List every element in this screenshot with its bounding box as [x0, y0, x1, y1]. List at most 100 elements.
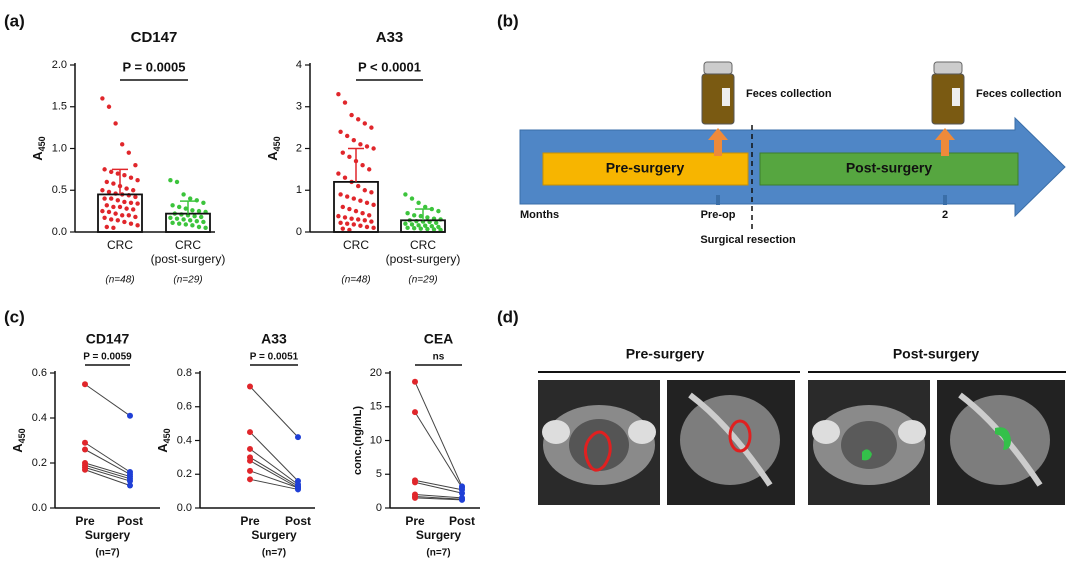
data-point — [364, 200, 370, 205]
data-point — [135, 178, 140, 183]
data-point — [128, 175, 134, 180]
data-point — [190, 223, 195, 228]
data-point — [459, 490, 465, 497]
y-tick-label: 0.4 — [32, 412, 47, 424]
data-point — [429, 206, 434, 212]
data-point — [120, 142, 125, 147]
group-label: Post-surgery — [893, 346, 980, 362]
data-point — [102, 215, 107, 221]
data-point — [126, 150, 131, 155]
data-point — [371, 225, 376, 231]
data-point — [358, 142, 363, 147]
data-point — [364, 224, 370, 230]
x-tick-label: Pre — [240, 514, 260, 528]
data-point — [336, 171, 341, 176]
data-point — [131, 207, 136, 212]
data-point — [111, 204, 116, 210]
data-point — [196, 224, 202, 230]
pair-line — [249, 470, 299, 489]
timeline-label: Months — [520, 209, 559, 221]
data-point — [133, 163, 138, 168]
y-tick-label: 15 — [370, 401, 382, 413]
time-tick — [716, 195, 720, 205]
data-point — [181, 217, 186, 222]
data-point — [340, 226, 345, 231]
data-point — [412, 409, 418, 416]
data-point — [190, 208, 195, 213]
pair-line — [249, 478, 299, 490]
panel-label: (c) — [4, 307, 25, 326]
data-point — [360, 163, 365, 168]
chart-title: CEA — [424, 331, 454, 347]
y-axis-label-sub: 450 — [272, 136, 282, 151]
data-point — [412, 494, 418, 501]
mri-panel: Pre-surgery Post-surgery — [538, 346, 1066, 505]
data-point — [434, 220, 439, 226]
y-axis-label-sub: 450 — [17, 428, 27, 443]
p-value: P = 0.0059 — [83, 352, 132, 363]
x-axis-label: Surgery — [416, 528, 462, 542]
data-point — [104, 203, 110, 208]
panel-label: (b) — [497, 11, 519, 30]
pair-line — [249, 456, 299, 487]
data-point — [349, 216, 354, 221]
data-point — [247, 476, 253, 483]
data-point — [122, 173, 127, 178]
y-tick-label: 0 — [376, 502, 382, 514]
data-point — [342, 175, 348, 180]
data-point — [247, 429, 253, 436]
data-point — [351, 222, 356, 227]
pair-line — [84, 469, 131, 486]
mri-image — [538, 380, 660, 505]
data-point — [338, 129, 343, 134]
y-tick-label: 0.0 — [32, 502, 47, 514]
data-point — [127, 412, 133, 419]
data-point — [423, 223, 428, 228]
data-point — [429, 223, 434, 229]
data-point — [82, 439, 88, 446]
n-label: (n=7) — [426, 548, 450, 559]
x-tick-label: CRC — [175, 238, 201, 252]
y-tick-label: 2.0 — [52, 59, 67, 71]
phase-box — [542, 152, 749, 186]
pair-line — [84, 467, 131, 482]
data-point — [124, 206, 129, 211]
data-point — [418, 226, 423, 231]
data-point — [199, 214, 204, 220]
pair-line — [84, 442, 131, 473]
y-tick-label: 0.4 — [177, 434, 192, 446]
data-point — [358, 198, 363, 203]
data-point — [131, 188, 136, 193]
data-point — [127, 482, 133, 489]
data-point — [120, 213, 125, 218]
data-point — [109, 217, 114, 222]
data-point — [409, 196, 415, 201]
pair-line — [414, 479, 463, 491]
data-point — [362, 218, 367, 223]
n-label: (n=7) — [95, 548, 119, 559]
data-point — [135, 201, 140, 206]
data-point — [295, 434, 301, 441]
data-point — [416, 223, 421, 228]
x-tick-label: Pre — [405, 514, 425, 528]
data-point — [369, 190, 374, 195]
data-point — [405, 211, 410, 216]
data-point — [436, 208, 441, 214]
y-axis-label-main: A — [155, 443, 170, 453]
data-point — [358, 223, 363, 228]
phase-label: Post-surgery — [846, 160, 933, 176]
n-label: (n=29) — [408, 275, 437, 286]
data-point — [340, 204, 345, 210]
pair-line — [414, 496, 463, 500]
data-point — [360, 211, 365, 216]
pair-line — [414, 411, 463, 489]
data-point — [345, 194, 350, 199]
x-tick-label: Post — [285, 514, 311, 528]
data-point — [425, 215, 430, 220]
p-value: P < 0.0001 — [358, 59, 421, 74]
data-point — [115, 218, 121, 223]
y-axis-label: conc.(ng/mL) — [352, 406, 364, 475]
chart-title: A33 — [376, 29, 404, 46]
data-point — [412, 378, 418, 385]
